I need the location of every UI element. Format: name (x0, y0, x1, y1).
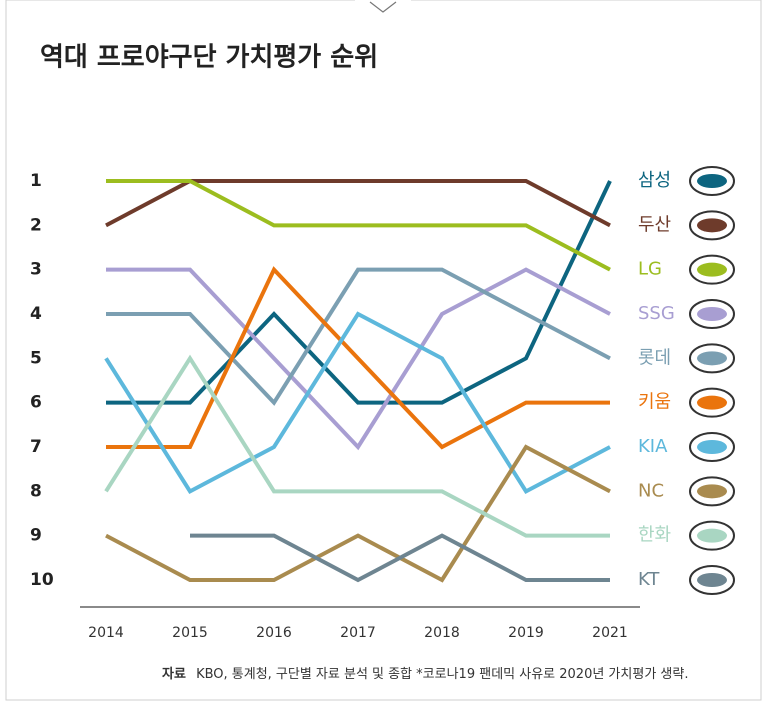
team-logo-inner (697, 573, 727, 587)
y-tick-label: 5 (30, 348, 42, 368)
team-logo-inner (697, 528, 727, 543)
series-line (105, 179, 611, 228)
chevron (369, 1, 397, 13)
series-line (106, 179, 611, 272)
footnote-label: 자료 (162, 667, 186, 682)
x-tick-label: 2016 (256, 625, 292, 641)
legend-label: 롯데 (638, 347, 671, 368)
y-tick-label: 8 (30, 481, 42, 501)
y-tick-label: 2 (30, 215, 42, 235)
y-tick-label: 7 (30, 437, 42, 457)
series-line (106, 266, 610, 450)
series-line (106, 267, 611, 451)
y-tick-label: 6 (30, 393, 42, 413)
team-logo-inner (697, 440, 727, 454)
series-line (106, 180, 612, 405)
legend-label: 키움 (638, 392, 671, 413)
legend-label: LG (638, 259, 662, 280)
x-tick-label: 2014 (88, 625, 124, 641)
footnote: 자료 KBO, 통계청, 구단별 자료 분석 및 종합 *코로나19 팬데믹 사… (162, 667, 688, 682)
legend-label: 두산 (638, 214, 671, 235)
legend-label: KT (638, 569, 660, 590)
legend-label: KIA (638, 436, 668, 457)
frame (5, 0, 762, 701)
series-line (105, 444, 611, 583)
x-tick-label: 2019 (508, 625, 544, 641)
x-tick-label: 2021 (592, 625, 628, 641)
y-tick-label: 10 (30, 570, 54, 590)
y-tick-label: 4 (30, 304, 42, 324)
team-logo-inner (697, 395, 727, 410)
y-tick-label: 9 (30, 526, 42, 546)
chart-title: 역대 프로야구단 가치평가 순위 (40, 43, 378, 73)
series-line (104, 354, 610, 538)
footnote-text: KBO, 통계청, 구단별 자료 분석 및 종합 *코로나19 팬데믹 사유로 … (196, 667, 688, 682)
x-tick-label: 2015 (172, 625, 208, 641)
legend-label: 한화 (638, 525, 671, 546)
y-tick-label: 1 (30, 171, 42, 191)
team-logo-inner (697, 484, 727, 499)
legend-label: SSG (638, 303, 675, 324)
y-tick-label: 3 (30, 260, 42, 280)
legend-label: NC (638, 480, 664, 501)
team-logo-inner (697, 307, 727, 321)
legend-label: 삼성 (638, 170, 671, 191)
series-line (104, 311, 611, 494)
series-line (106, 267, 611, 406)
team-logo-inner (697, 218, 727, 233)
x-tick-label: 2018 (424, 625, 460, 641)
team-logo-inner (697, 174, 727, 188)
series-line (190, 533, 610, 583)
team-logo-inner (697, 351, 727, 366)
team-logo-inner (697, 262, 727, 277)
x-tick-label: 2017 (340, 625, 376, 641)
